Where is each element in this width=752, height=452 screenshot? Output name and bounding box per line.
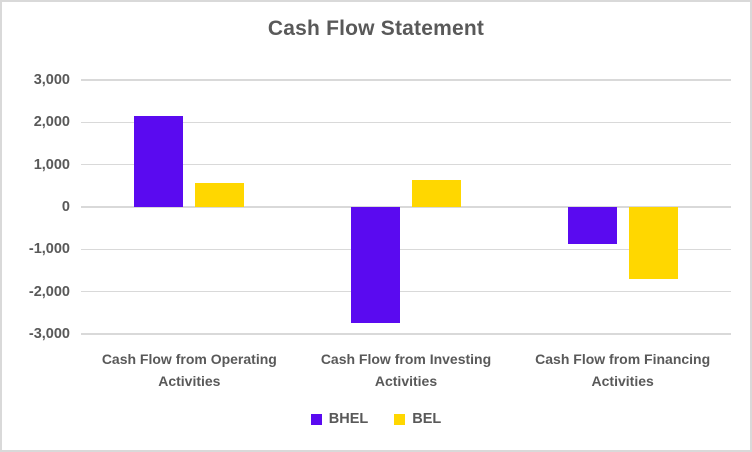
bar-bel-category-0 xyxy=(195,182,245,207)
bar-bel-category-2 xyxy=(628,207,678,279)
legend-label: BEL xyxy=(412,411,442,427)
legend-label: BHEL xyxy=(328,411,369,427)
gridline--2,000 xyxy=(81,290,731,293)
y-axis-tick-label: -2,000 xyxy=(28,283,70,300)
gridline-1,000 xyxy=(81,163,731,166)
legend-item-bhel: BHEL xyxy=(310,411,369,427)
y-axis-tick-label: 3,000 xyxy=(33,72,70,88)
gridline--1,000 xyxy=(81,248,731,251)
y-axis-tick-label: 0 xyxy=(61,199,70,215)
y-axis-tick-label: -1,000 xyxy=(28,241,70,258)
legend-swatch-icon xyxy=(310,413,322,425)
legend-item-bel: BEL xyxy=(394,411,441,427)
bar-bhel-category-2 xyxy=(567,207,617,244)
gridline--3,000 xyxy=(81,333,731,335)
gridline-3,000 xyxy=(81,79,731,81)
legend: BHEL BEL xyxy=(2,411,750,427)
gridline-0 xyxy=(81,206,731,208)
bar-bel-category-1 xyxy=(412,179,461,207)
y-axis-tick-label: 2,000 xyxy=(33,114,70,131)
chart-title: Cash Flow Statement xyxy=(267,17,485,40)
x-axis-category-label-0: Cash Flow from Operating Activities xyxy=(101,351,277,389)
bar-bhel-category-1 xyxy=(351,207,400,324)
bar-bhel-category-0 xyxy=(134,115,184,207)
y-axis-tick-label: -3,000 xyxy=(28,326,70,342)
x-axis-category-label-1: Cash Flow from Investing Activities xyxy=(320,351,492,389)
x-axis-category-label-2: Cash Flow from Financing Activities xyxy=(535,351,711,389)
legend-swatch-icon xyxy=(394,413,406,425)
gridline-2,000 xyxy=(81,121,731,124)
y-axis-tick-label: 1,000 xyxy=(33,156,70,173)
